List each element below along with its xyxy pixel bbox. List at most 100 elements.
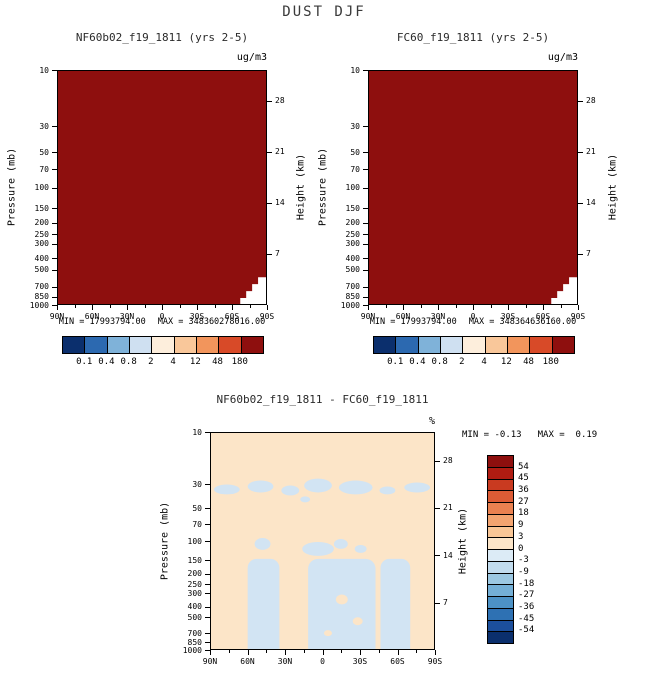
diff-colorbar-tick-label: -45 bbox=[518, 613, 535, 624]
pressure-tick-mark bbox=[205, 484, 210, 485]
latitude-tick-mark bbox=[438, 305, 439, 310]
latitude-tick-label: 30S bbox=[352, 657, 368, 666]
panel-diff-units-label: % bbox=[428, 416, 435, 427]
latitude-tick-mark bbox=[210, 650, 211, 655]
latitude-minor-tick-mark bbox=[266, 650, 268, 653]
latitude-minor-tick-mark bbox=[214, 305, 216, 308]
pressure-tick-mark bbox=[363, 243, 368, 245]
diff-colorbar-cell bbox=[488, 561, 513, 574]
colorbar-tick-label: 180 bbox=[231, 357, 248, 367]
height-tick-label: 7 bbox=[275, 249, 280, 259]
colorbar-cell bbox=[107, 337, 130, 353]
latitude-minor-tick-mark bbox=[490, 305, 492, 308]
height-tick-label: 21 bbox=[586, 147, 596, 157]
latitude-tick-mark bbox=[578, 305, 579, 310]
background-speckles bbox=[323, 594, 363, 637]
pressure-tick-label: 500 bbox=[345, 265, 360, 275]
diff-colorbar-cell bbox=[488, 573, 513, 586]
colorbar-tick-label: 4 bbox=[170, 357, 176, 367]
latitude-tick-mark bbox=[435, 650, 436, 655]
latitude-minor-tick-mark bbox=[378, 650, 380, 653]
pressure-tick-label: 850 bbox=[34, 292, 49, 302]
colorbar-cell bbox=[152, 337, 175, 353]
height-tick-label: 28 bbox=[275, 96, 285, 106]
panel-right-title: FC60_f19_1811 (yrs 2-5) bbox=[396, 31, 550, 44]
diff-colorbar-cell bbox=[488, 632, 513, 643]
colorbar-tick-label: 0.4 bbox=[98, 357, 115, 367]
pressure-tick-mark bbox=[205, 606, 210, 608]
colorbar-cell bbox=[219, 337, 242, 353]
panel-right-plot bbox=[368, 70, 578, 305]
latitude-minor-tick-mark bbox=[420, 305, 422, 308]
pressure-tick-mark bbox=[205, 617, 210, 619]
latitude-tick-mark bbox=[397, 650, 399, 655]
diff-colorbar-cell bbox=[488, 620, 513, 633]
pressure-tick-label: 400 bbox=[34, 253, 49, 263]
negative-anomaly-patches bbox=[213, 478, 431, 649]
pressure-tick-label: 10 bbox=[192, 427, 202, 437]
pressure-tick-label: 150 bbox=[187, 555, 202, 565]
panel-left-title: NF60b02_f19_1811 (yrs 2-5) bbox=[75, 31, 249, 44]
latitude-tick-label: 90N bbox=[202, 657, 218, 666]
latitude-tick-label: 0 bbox=[470, 312, 476, 321]
diff-colorbar-tick-label: 54 bbox=[518, 461, 529, 472]
panel-left-field bbox=[58, 71, 266, 304]
pressure-tick-label: 400 bbox=[187, 602, 202, 612]
colorbar-cell bbox=[241, 337, 263, 353]
latitude-minor-tick-mark bbox=[416, 650, 418, 653]
pressure-tick-label: 200 bbox=[345, 218, 360, 228]
latitude-tick-label: 0 bbox=[320, 657, 325, 666]
pressure-tick-mark bbox=[363, 258, 368, 260]
diff-colorbar-tick-label: -18 bbox=[518, 578, 535, 589]
pressure-tick-mark bbox=[363, 208, 368, 210]
pressure-tick-mark bbox=[52, 169, 57, 171]
diff-colorbar-cell bbox=[488, 503, 513, 515]
height-tick-mark bbox=[578, 100, 583, 102]
latitude-tick-label: 90S bbox=[259, 312, 275, 321]
height-tick-label: 28 bbox=[443, 456, 453, 466]
latitude-tick-label: 0 bbox=[159, 312, 165, 321]
height-tick-mark bbox=[578, 151, 583, 153]
pressure-tick-mark bbox=[52, 234, 57, 236]
height-tick-label: 14 bbox=[586, 198, 596, 208]
pressure-tick-label: 100 bbox=[34, 183, 49, 192]
pressure-tick-label: 850 bbox=[187, 637, 202, 647]
latitude-tick-label: 60S bbox=[224, 312, 240, 321]
colorbar-cell bbox=[440, 337, 464, 353]
pressure-tick-label: 200 bbox=[187, 569, 202, 579]
pressure-tick-label: 70 bbox=[350, 164, 360, 174]
diff-colorbar-cell bbox=[488, 585, 513, 597]
height-tick-label: 21 bbox=[275, 147, 285, 157]
pressure-tick-mark bbox=[52, 152, 57, 154]
diff-colorbar-tick-label: -54 bbox=[518, 625, 535, 636]
pressure-tick-label: 700 bbox=[34, 282, 49, 292]
pressure-tick-mark bbox=[363, 269, 368, 271]
colorbar-tick-label: 180 bbox=[542, 357, 559, 367]
pressure-tick-label: 300 bbox=[187, 588, 202, 598]
diff-colorbar-tick-label: -27 bbox=[518, 590, 535, 601]
pressure-tick-mark bbox=[52, 243, 57, 245]
colorbar-cell bbox=[507, 337, 531, 353]
colorbar-cell bbox=[396, 337, 419, 353]
pressure-tick-mark bbox=[52, 305, 57, 306]
panel-left-minmax: MIN = 17993794.00 MAX = 348360278016.00 bbox=[30, 317, 294, 327]
colorbar-tick-label: 4 bbox=[481, 357, 487, 367]
colorbar-tick-label: 2 bbox=[148, 357, 154, 367]
pressure-tick-label: 50 bbox=[192, 503, 202, 513]
pressure-tick-label: 30 bbox=[39, 121, 49, 131]
pressure-tick-mark bbox=[205, 593, 210, 594]
height-tick-mark bbox=[578, 202, 583, 204]
pressure-tick-mark bbox=[205, 650, 210, 651]
pressure-tick-mark bbox=[52, 126, 57, 128]
terrain-mask bbox=[551, 277, 577, 304]
latitude-tick-mark bbox=[92, 305, 93, 310]
height-tick-mark bbox=[267, 151, 272, 153]
pressure-tick-label: 250 bbox=[34, 229, 49, 239]
latitude-minor-tick-mark bbox=[303, 650, 305, 653]
pressure-tick-label: 50 bbox=[39, 147, 49, 157]
pressure-tick-label: 70 bbox=[39, 164, 49, 174]
pressure-tick-label: 500 bbox=[187, 612, 202, 622]
pressure-tick-label: 150 bbox=[345, 203, 360, 213]
diff-colorbar-tick-label: -9 bbox=[518, 566, 529, 577]
diff-colorbar-cell bbox=[488, 538, 513, 550]
